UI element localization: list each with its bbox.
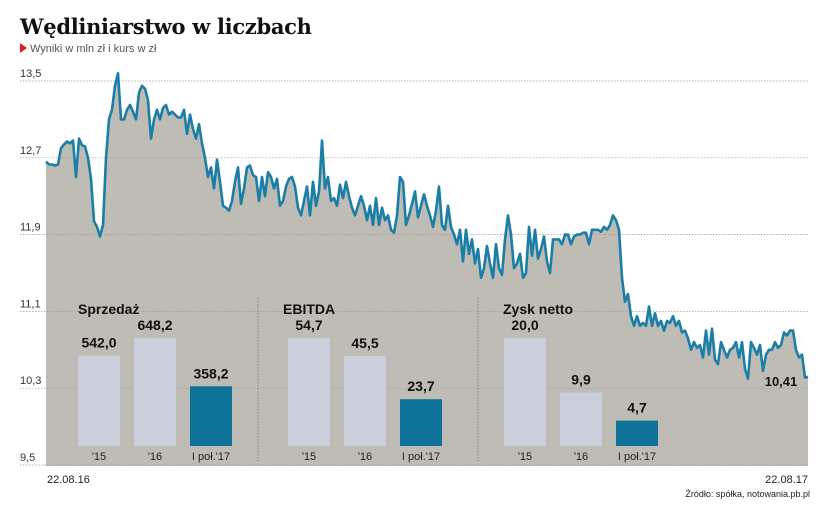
bar [190,386,232,446]
panel-title: Zysk netto [503,301,573,317]
y-tick-label: 12,7 [20,145,41,157]
chart-title: Wędliniarstwo w liczbach [20,14,312,39]
y-tick-label: 9,5 [20,452,35,464]
bar-value-label: 542,0 [81,335,116,351]
y-tick-label: 11,1 [20,298,41,310]
y-tick-label: 13,5 [20,68,41,80]
bar-category-label: '15 [518,451,532,463]
bar-category-label: '16 [574,451,588,463]
bar-category-label: '16 [358,451,372,463]
bar-panels-layer [78,298,658,462]
x-label-start: 22.08.16 [47,474,90,486]
bar [504,338,546,446]
bar [400,399,442,446]
bar-category-label: I poł.'17 [192,451,230,463]
bar-value-label: 648,2 [137,317,172,333]
bar-value-label: 23,7 [407,378,434,394]
bar [616,420,658,446]
bar-value-label: 20,0 [511,317,538,333]
bar-category-label: I poł.'17 [402,451,440,463]
axis-text-layer: 13,5 12,7 11,9 11,1 10,3 9,5 22.08.16 22.08.17 1… [20,68,808,486]
bar-value-label: 54,7 [295,317,322,333]
panel-title: Sprzedaż [78,301,139,317]
bar-category-label: '16 [148,451,162,463]
bar [344,356,386,446]
bar [134,338,176,446]
subtitle-text: Wyniki w mln zł i kurs w zł [30,43,157,55]
source-note: Źródło: spółka, notowania.pb.pl [685,489,810,499]
bar-value-label: 45,5 [351,335,378,351]
bar-value-label: 9,9 [571,372,591,388]
bar-value-label: 4,7 [627,400,647,416]
price-line-layer [45,72,809,380]
red-triangle-icon [20,43,27,53]
price-area [46,73,808,467]
bar [560,392,602,446]
price-area-layer [46,73,808,467]
grid-layer [20,80,808,466]
y-tick-label: 10,3 [20,375,41,387]
bar [288,338,330,446]
bar-category-label: '15 [92,451,106,463]
bar-category-label: I poł.'17 [618,451,656,463]
x-label-end: 22.08.17 [765,474,808,486]
bar-value-label: 358,2 [193,365,228,381]
price-line [45,72,809,380]
chart-subtitle: Wyniki w mln zł i kurs w zł [20,43,156,55]
bar [78,355,120,446]
y-tick-label: 11,9 [20,222,41,234]
bar-category-label: '15 [302,451,316,463]
panel-title: EBITDA [283,301,335,317]
last-price-label: 10,41 [765,374,798,389]
